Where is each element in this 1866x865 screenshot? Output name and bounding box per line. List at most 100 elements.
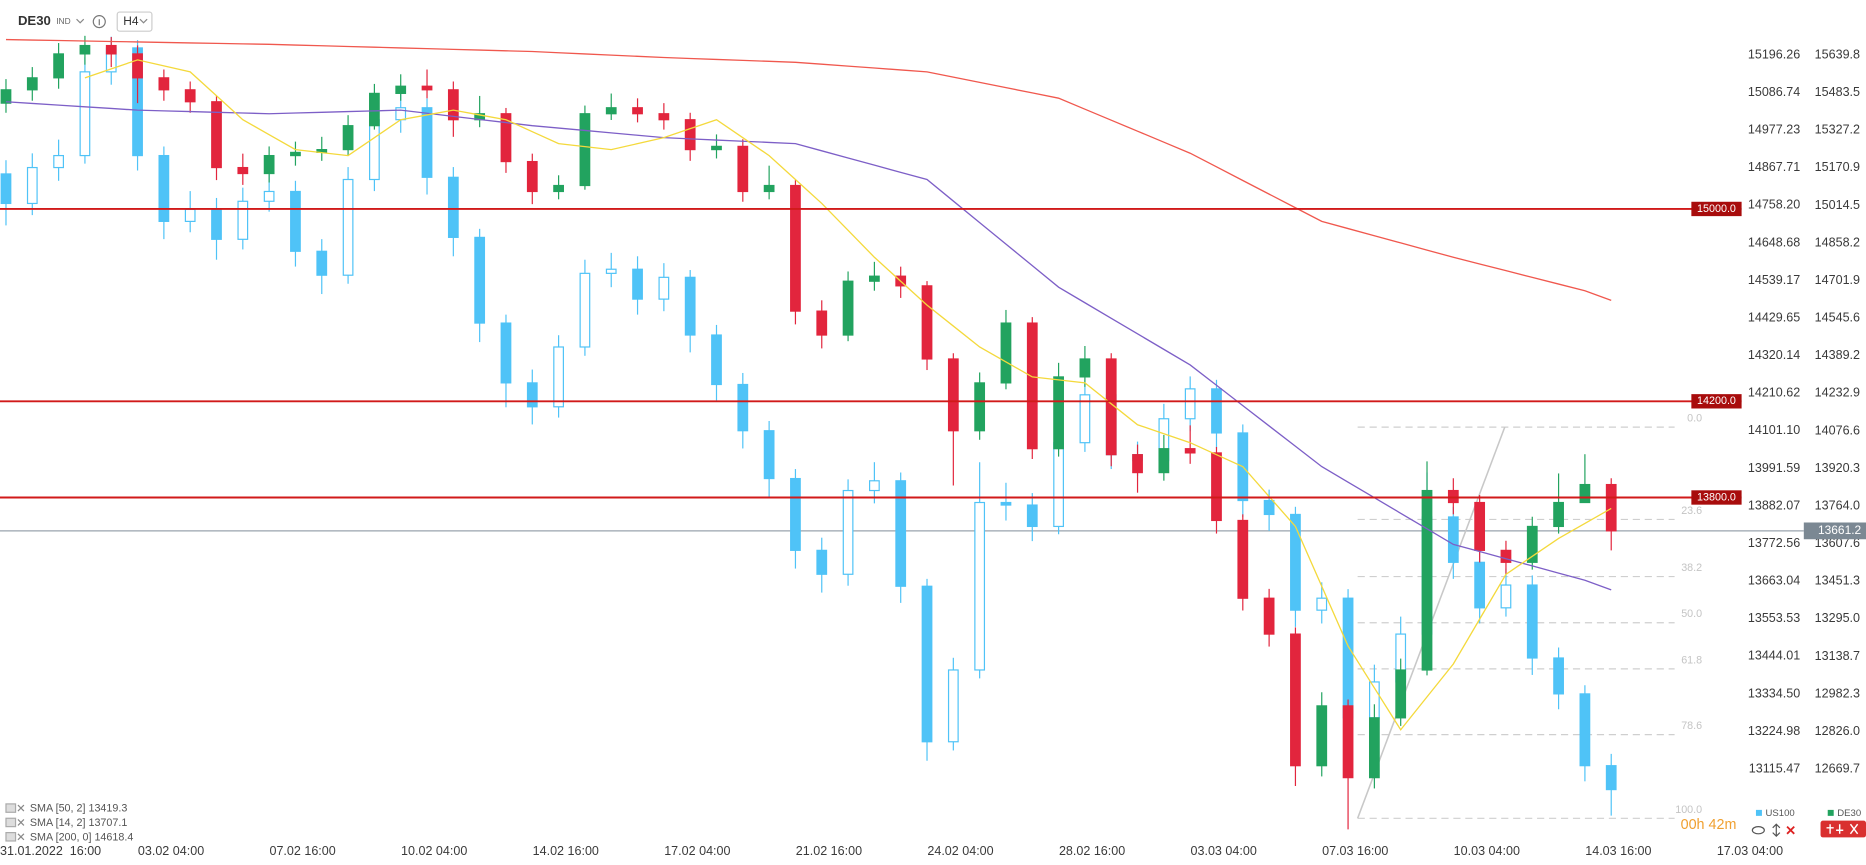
sma-line bbox=[5, 101, 1612, 591]
candle-body bbox=[237, 166, 249, 175]
candle-body bbox=[237, 200, 249, 240]
info-icon[interactable] bbox=[92, 15, 106, 29]
candle-body bbox=[921, 585, 933, 743]
move-icon[interactable] bbox=[1772, 823, 1781, 838]
y-tick-label: 13115.47 bbox=[1749, 761, 1800, 775]
candle-body bbox=[947, 358, 959, 432]
dropdown-caret[interactable] bbox=[76, 18, 85, 24]
y2-tick-label: 13607.6 bbox=[1815, 536, 1860, 550]
x-tick-label: 07.03 16:00 bbox=[1322, 844, 1388, 858]
candle-body bbox=[1132, 454, 1143, 474]
candle-body bbox=[1026, 504, 1038, 528]
bottom-controls: 00h 42m bbox=[1681, 817, 1866, 838]
candle-body bbox=[790, 184, 801, 312]
candle-body bbox=[842, 280, 854, 336]
candle-body bbox=[369, 92, 380, 127]
y-tick-label: 14210.62 bbox=[1748, 386, 1800, 400]
level-tag bbox=[1691, 394, 1742, 409]
candle-body bbox=[1421, 489, 1433, 671]
fib-label: 38.2 bbox=[1681, 562, 1702, 574]
candle-body bbox=[1211, 452, 1222, 522]
candle-body bbox=[1316, 597, 1328, 611]
y-tick-label: 14101.10 bbox=[1748, 423, 1800, 437]
candle-body bbox=[342, 125, 354, 151]
candle-body bbox=[1342, 705, 1354, 779]
x-tick-label: 03.03 04:00 bbox=[1191, 844, 1257, 858]
eye-icon[interactable] bbox=[1751, 826, 1765, 835]
x-tick-label: 17.02 04:00 bbox=[664, 844, 730, 858]
settings-icons bbox=[1826, 823, 1859, 835]
sma-line bbox=[5, 38, 1612, 301]
candle-body bbox=[1290, 513, 1301, 611]
candle-body bbox=[263, 154, 275, 175]
candle-body bbox=[1447, 516, 1459, 563]
candle-body bbox=[105, 44, 117, 55]
indicator-name: SMA [14, 2] bbox=[30, 817, 86, 829]
y2-tick-label: 15170.9 bbox=[1815, 160, 1860, 174]
fib-label: 0.0 bbox=[1687, 413, 1702, 425]
y-tick-label: 13772.56 bbox=[1748, 536, 1800, 550]
candle-body bbox=[447, 176, 459, 238]
fib-label: 61.8 bbox=[1681, 654, 1702, 666]
toolbar: DE30 IND H4 bbox=[18, 11, 153, 32]
indicator-x bbox=[17, 804, 25, 812]
y2-tick-label: 12982.3 bbox=[1815, 686, 1860, 700]
indicator-value: 13707.1 bbox=[88, 817, 127, 829]
indicator-name: SMA [50, 2] bbox=[30, 803, 86, 815]
x-tick-label: 21.02 16:00 bbox=[796, 844, 862, 858]
candle-body bbox=[816, 310, 828, 336]
candle-body bbox=[290, 151, 301, 157]
candle-body bbox=[579, 272, 591, 348]
candle-body bbox=[1290, 633, 1301, 767]
candle-body bbox=[842, 489, 854, 575]
y2-tick-label: 15327.2 bbox=[1815, 123, 1860, 137]
timeframe[interactable]: H4 bbox=[123, 14, 139, 28]
y2-tick-label: 14076.6 bbox=[1815, 423, 1860, 437]
candle-body bbox=[132, 53, 143, 79]
indicator-legend: SMA [14, 2] 13707.1 bbox=[30, 817, 127, 829]
candle-body bbox=[421, 107, 433, 178]
candle-body bbox=[211, 208, 222, 240]
y-tick-label: 14429.65 bbox=[1748, 310, 1800, 324]
y2-tick-label: 14389.2 bbox=[1815, 348, 1860, 362]
x-tick-label: 03.02 04:00 bbox=[138, 844, 204, 858]
settings-button[interactable] bbox=[1820, 820, 1866, 838]
y2-tick-label: 12669.7 bbox=[1815, 762, 1860, 776]
candle-body bbox=[1605, 483, 1617, 532]
y2-tick-label: 14858.2 bbox=[1815, 235, 1860, 249]
candle-body bbox=[1316, 705, 1328, 767]
candle-body bbox=[1579, 483, 1591, 504]
candle-body bbox=[763, 430, 775, 480]
y2-tick-label: 13295.0 bbox=[1815, 611, 1860, 625]
candle-body bbox=[1500, 584, 1512, 609]
candle-body bbox=[684, 119, 696, 151]
y2-tick-label: 14232.9 bbox=[1815, 386, 1860, 400]
close-icon[interactable] bbox=[1786, 825, 1795, 835]
level-label: 13800.0 bbox=[1697, 491, 1736, 503]
y-tick-label: 14539.17 bbox=[1748, 273, 1800, 287]
candle-body bbox=[1579, 693, 1591, 767]
candle-body bbox=[737, 145, 749, 193]
candle-body bbox=[1184, 448, 1196, 454]
y-tick-label: 14867.71 bbox=[1748, 160, 1800, 174]
timeframe-box[interactable] bbox=[116, 11, 153, 32]
indicator-icon bbox=[5, 817, 17, 828]
candle-body bbox=[526, 160, 538, 193]
candle-body bbox=[1263, 597, 1275, 635]
candle-body bbox=[158, 154, 170, 222]
candle-body bbox=[974, 501, 986, 671]
candle-body bbox=[79, 71, 91, 157]
candle-body bbox=[290, 190, 301, 252]
candle-body bbox=[711, 334, 722, 386]
last-price-tag bbox=[1803, 522, 1866, 540]
fib-label: 23.6 bbox=[1681, 505, 1702, 517]
level-label: 14200.0 bbox=[1697, 395, 1736, 407]
plot-area: 0.0 23.6 38.2 50.0 61.8 78.6 100.0 bbox=[0, 35, 1804, 830]
candle-body bbox=[1553, 657, 1564, 695]
symbol[interactable]: DE30 bbox=[18, 13, 51, 28]
candle-body bbox=[1211, 388, 1222, 434]
candle-body bbox=[184, 89, 196, 103]
candle-body bbox=[737, 383, 749, 432]
candle-body bbox=[0, 89, 12, 104]
